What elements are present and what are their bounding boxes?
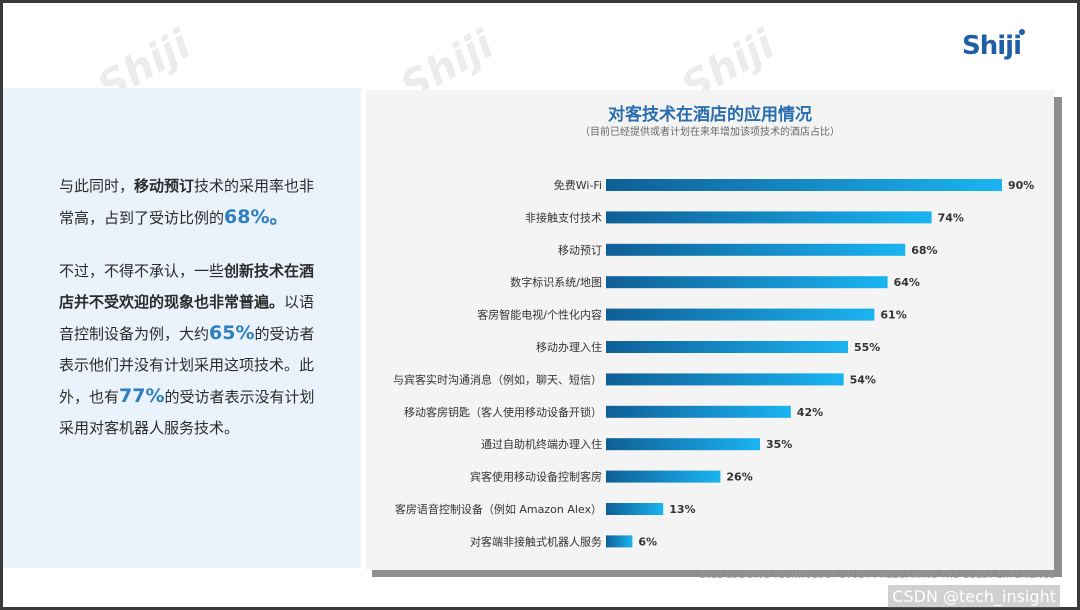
left-panel <box>3 88 361 568</box>
value-label: 90% <box>1008 179 1034 192</box>
bar <box>606 470 721 483</box>
value-label: 68% <box>911 244 937 257</box>
category-label: 移动客房钥匙（客人使用移动设备开锁） <box>404 405 602 419</box>
paragraph-1: 与此同时，移动预订技术的采用率也非常高，占到了受访比例的68%。 <box>59 171 329 234</box>
bar <box>606 341 848 353</box>
logo-text: Shiji <box>962 31 1022 61</box>
bar <box>606 405 791 418</box>
bar <box>606 373 844 386</box>
value-label: 61% <box>880 309 906 322</box>
category-label: 宾客使用移动设备控制客房 <box>470 470 602 484</box>
bar <box>606 438 760 451</box>
p2-text-e: 的受访者表示他们并没有计划采用这项技术。此外，也有 <box>59 325 315 406</box>
bar <box>606 243 906 256</box>
category-label: 移动预订 <box>558 244 602 257</box>
category-label: 对客端非接触式机器人服务 <box>470 534 602 548</box>
value-label: 13% <box>669 503 695 516</box>
category-label: 与宾客实时沟通消息（例如，聊天、短信） <box>393 372 602 386</box>
bar <box>606 503 664 515</box>
bar <box>606 276 888 289</box>
value-label: 35% <box>766 438 792 451</box>
p2-text-g: 的受访者表示没有计划采用对客机器人服务技术。 <box>59 388 315 437</box>
value-label: 74% <box>938 211 964 224</box>
description-text: 与此同时，移动预订技术的采用率也非常高，占到了受访比例的68%。 不过，不得不承… <box>59 171 329 444</box>
p1-bold: 移动预订 <box>134 177 195 195</box>
bar-chart: 免费Wi-Fi 90% 非接触支付技术 74% 移动预订 68% 数字标识系统/地图 64% 客… <box>393 178 1034 548</box>
csdn-watermark: CSDN @tech_insight <box>888 585 1060 608</box>
bar <box>606 308 875 321</box>
p1-text-a: 与此同时， <box>59 177 135 195</box>
p2-highlight-65: 65% <box>209 322 255 344</box>
p2-highlight-77: 77% <box>119 385 165 407</box>
category-label: 客房语音控制设备（例如 Amazon Alex） <box>395 502 602 516</box>
p1-highlight: 68%。 <box>224 206 289 228</box>
category-label: 通过自助机终端办理入住 <box>481 437 602 451</box>
value-label: 6% <box>638 535 657 548</box>
chart-subtitle: （目前已经提供或者计划在来年增加该项技术的酒店占比） <box>580 127 840 138</box>
p2-text-a: 不过，不得不承认，一些 <box>59 262 225 280</box>
category-label: 非接触支付技术 <box>525 210 602 224</box>
value-label: 64% <box>894 276 920 289</box>
category-label: 移动办理入住 <box>536 340 602 354</box>
p2-bold: 创新技术在酒店并不受欢迎的现象也非常普遍。 <box>59 262 315 311</box>
value-label: 26% <box>726 471 752 484</box>
slide: Shiji Shiji Shiji Shiji Shiji 与此同时，移动预订技… <box>3 3 1077 607</box>
category-label: 数字标识系统/地图 <box>510 275 602 289</box>
p2-text-c: 以语音控制设备为例，大约 <box>59 293 315 343</box>
chart-title: 对客技术在酒店的应用情况 <box>608 105 812 125</box>
p1-text-c: 技术的采用率也非常高，占到了受访比例的 <box>59 177 315 227</box>
footer-text: 2022 LODGING TECHNOLOGY STUDY : REDEFINI… <box>699 571 1055 581</box>
bar <box>606 179 1002 191</box>
value-label: 54% <box>850 373 876 386</box>
value-label: 55% <box>854 341 880 354</box>
bar <box>606 535 633 548</box>
paragraph-2: 不过，不得不承认，一些创新技术在酒店并不受欢迎的现象也非常普遍。以语音控制设备为… <box>59 256 329 444</box>
shiji-logo: Shiji <box>962 29 1025 61</box>
chart-panel: 对客技术在酒店的应用情况 （目前已经提供或者计划在来年增加该项技术的酒店占比） … <box>366 90 1054 570</box>
bar <box>606 211 932 224</box>
category-label: 免费Wi-Fi <box>554 178 602 192</box>
category-label: 客房智能电视/个性化内容 <box>477 308 602 322</box>
value-label: 42% <box>797 406 823 419</box>
logo-dot-icon <box>1019 29 1025 35</box>
